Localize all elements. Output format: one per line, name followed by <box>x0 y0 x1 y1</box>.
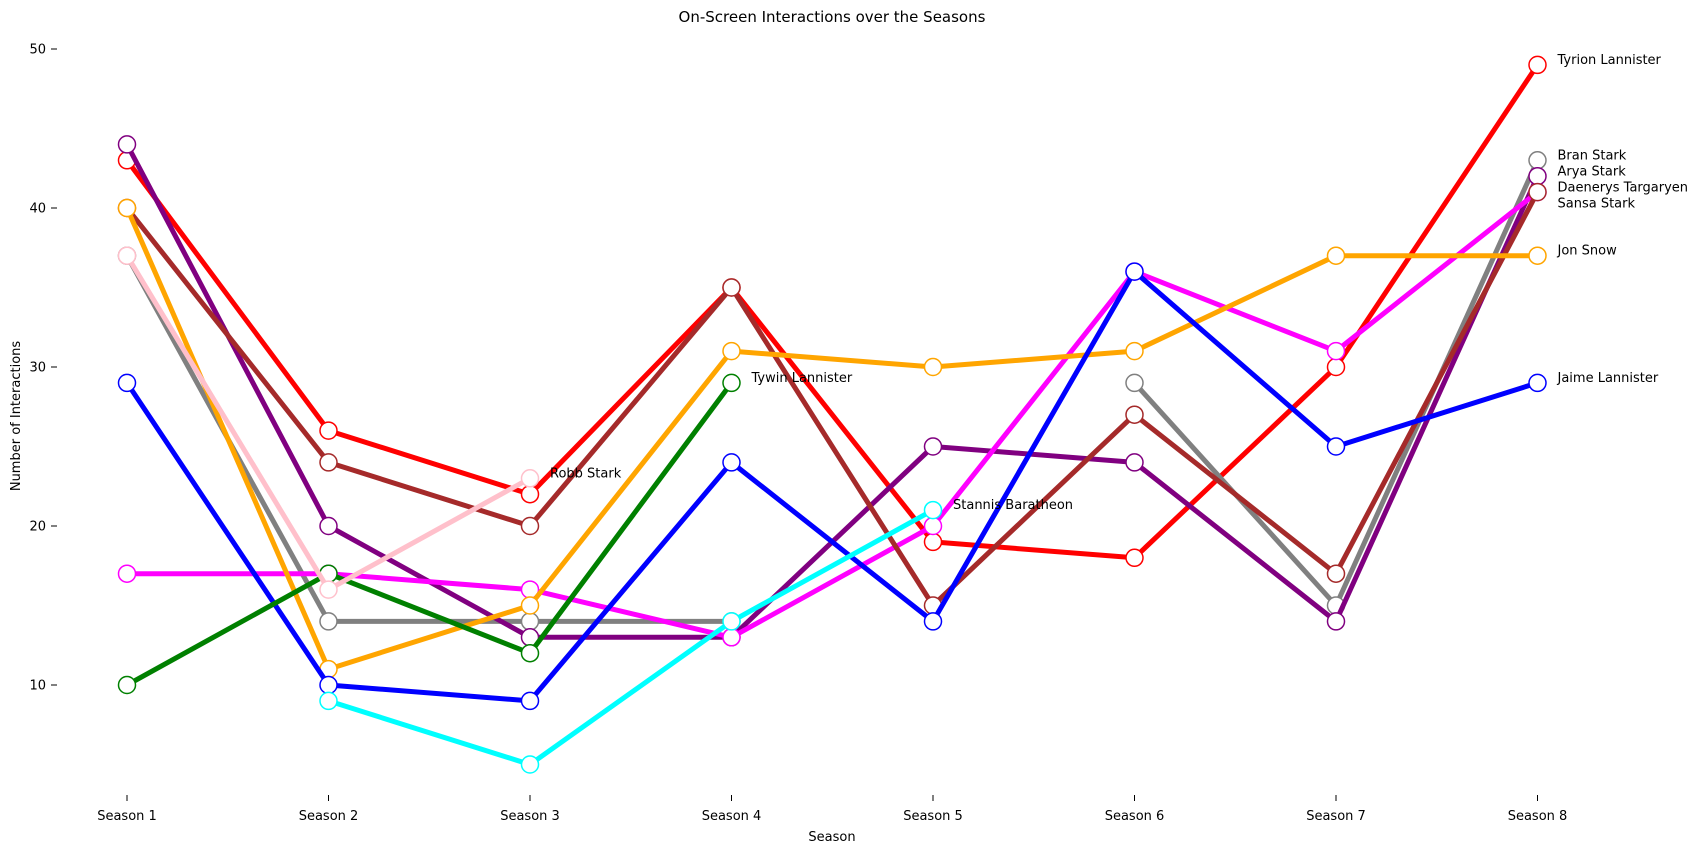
data-point-robb-stark <box>520 469 540 488</box>
data-point-daenerys-targaryen <box>117 564 137 583</box>
series-line-bran-stark <box>1132 157 1540 608</box>
series-label: Tywin Lannister <box>751 371 853 386</box>
data-point-tyrion-lannister <box>520 484 540 504</box>
data-point-tyrion-lannister <box>1326 357 1346 377</box>
data-point-robb-stark <box>319 580 338 599</box>
y-tick-label: 50 <box>29 43 46 58</box>
data-point-jaime-lannister <box>722 453 741 472</box>
data-point-sansa-stark <box>319 453 338 472</box>
data-point-jon-snow <box>1125 341 1144 361</box>
series-line-tywin-lannister <box>124 380 734 688</box>
data-point-jaime-lannister <box>1326 437 1346 456</box>
series-line-jaime-lannister <box>124 269 1540 704</box>
series-line-sansa-stark <box>124 189 1540 608</box>
data-point-tywin-lannister <box>520 643 540 663</box>
chart-title: On-Screen Interactions over the Seasons <box>679 8 986 26</box>
series-label: Tyrion Lannister <box>1557 53 1662 68</box>
data-point-bran-stark <box>319 612 338 631</box>
data-point-stannis-baratheon <box>722 612 741 631</box>
data-point-jaime-lannister <box>319 675 338 695</box>
data-point-jon-snow <box>722 341 741 361</box>
series-jon-snow <box>117 198 1547 679</box>
series-label: Jon Snow <box>1557 244 1618 259</box>
data-point-sansa-stark <box>722 278 741 297</box>
x-tick-label: Season 3 <box>500 809 560 824</box>
x-tick-label: Season 8 <box>1508 809 1568 824</box>
data-point-sansa-stark <box>1125 405 1144 424</box>
series-label: Robb Stark <box>550 466 622 481</box>
data-point-bran-stark <box>1125 373 1144 393</box>
series-stannis-baratheon <box>319 500 943 774</box>
x-tick-label: Season 1 <box>97 809 157 824</box>
data-point-arya-stark <box>923 437 943 456</box>
series-label: Bran Stark <box>1558 148 1627 163</box>
x-axis-title: Season <box>808 830 855 845</box>
series-robb-stark <box>117 246 540 599</box>
data-point-jaime-lannister <box>117 373 137 393</box>
data-point-jon-snow <box>1528 246 1547 265</box>
data-point-tywin-lannister <box>117 675 137 695</box>
series-label: Arya Stark <box>1558 164 1627 179</box>
y-tick-label: 10 <box>29 679 46 694</box>
data-point-tywin-lannister <box>722 373 741 393</box>
data-point-jon-snow <box>923 357 943 377</box>
x-tick-label: Season 6 <box>1105 809 1165 824</box>
series-tyrion-lannister <box>117 55 1547 568</box>
data-point-arya-stark <box>1125 453 1144 472</box>
data-point-jon-snow <box>117 198 137 218</box>
series-label: Sansa Stark <box>1558 196 1636 211</box>
data-point-tyrion-lannister <box>1125 548 1144 568</box>
data-point-robb-stark <box>117 246 137 265</box>
x-tick-label: Season 2 <box>299 809 359 824</box>
series-line-tyrion-lannister <box>124 62 1540 561</box>
data-point-jon-snow <box>1326 246 1346 265</box>
data-point-tyrion-lannister <box>319 421 338 440</box>
data-point-arya-stark <box>117 135 137 154</box>
data-point-jaime-lannister <box>1125 262 1144 281</box>
data-point-stannis-baratheon <box>319 691 338 711</box>
series-label: Stannis Baratheon <box>953 498 1073 513</box>
data-point-arya-stark <box>1326 612 1346 631</box>
series-layer <box>117 55 1547 774</box>
data-point-jaime-lannister <box>1528 373 1547 393</box>
series-jaime-lannister <box>117 262 1547 711</box>
data-point-tyrion-lannister <box>1528 55 1547 75</box>
data-point-jaime-lannister <box>520 691 540 711</box>
data-point-daenerys-targaryen <box>923 516 943 536</box>
data-point-daenerys-targaryen <box>722 628 741 647</box>
data-point-sansa-stark <box>1528 182 1547 202</box>
axes: 10 20 30 40 50 Season 1 Season 2 Season 3 Season… <box>29 43 1567 825</box>
data-point-stannis-baratheon <box>520 755 540 774</box>
data-point-sansa-stark <box>520 516 540 536</box>
series-line-jon-snow <box>124 205 1540 672</box>
data-point-daenerys-targaryen <box>1326 341 1346 361</box>
data-point-stannis-baratheon <box>923 500 943 520</box>
series-label: Jaime Lannister <box>1557 371 1659 386</box>
series-bran-stark <box>117 151 1547 631</box>
y-tick-label: 30 <box>29 361 46 376</box>
y-axis-title: Number of Interactions <box>9 341 24 492</box>
data-point-bran-stark <box>1528 151 1547 170</box>
data-point-jaime-lannister <box>923 612 943 631</box>
series-line-stannis-baratheon <box>326 507 936 767</box>
x-tick-label: Season 7 <box>1306 809 1366 824</box>
data-point-tyrion-lannister <box>923 532 943 552</box>
y-tick-label: 20 <box>29 520 46 535</box>
series-label: Daenerys Targaryen <box>1558 180 1689 195</box>
x-tick-label: Season 5 <box>903 809 963 824</box>
y-tick-label: 40 <box>29 202 46 217</box>
data-point-arya-stark <box>1528 166 1547 186</box>
data-point-arya-stark <box>319 516 338 536</box>
series-tywin-lannister <box>117 373 741 695</box>
x-tick-label: Season 4 <box>702 809 762 824</box>
data-point-bran-stark <box>520 612 540 631</box>
data-point-jon-snow <box>520 596 540 615</box>
data-point-sansa-stark <box>1326 564 1346 583</box>
series-line-daenerys-targaryen <box>124 189 1540 640</box>
